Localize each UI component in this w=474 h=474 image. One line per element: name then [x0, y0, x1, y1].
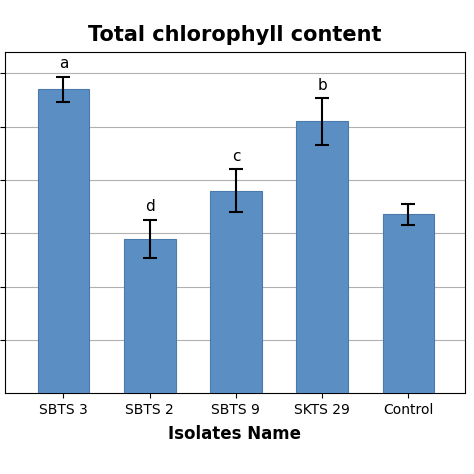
Text: a: a — [59, 56, 68, 72]
Text: b: b — [317, 78, 327, 93]
Text: d: d — [145, 199, 155, 214]
Title: Total chlorophyll content: Total chlorophyll content — [88, 25, 382, 45]
X-axis label: Isolates Name: Isolates Name — [168, 426, 301, 444]
Bar — [37, 90, 89, 393]
Bar — [124, 239, 175, 393]
Bar — [296, 121, 348, 393]
Text: c: c — [232, 149, 240, 164]
Bar — [383, 214, 434, 393]
Bar — [210, 191, 262, 393]
